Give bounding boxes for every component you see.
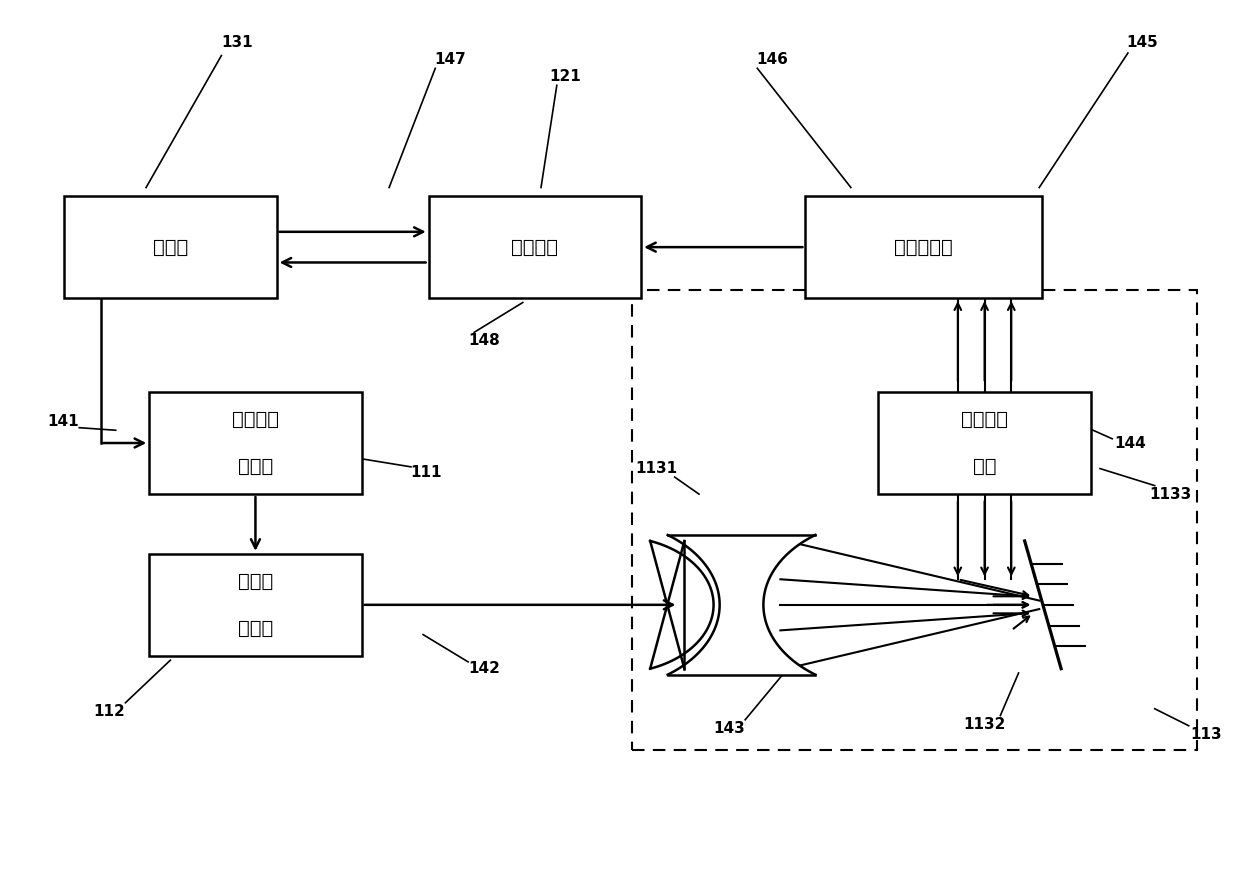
Bar [805,196,1043,298]
Bar [64,196,277,298]
Text: 连续波: 连续波 [238,572,273,590]
Bar [429,196,641,298]
Polygon shape [650,541,713,669]
Bar [149,554,362,656]
Text: 任意波形: 任意波形 [232,409,279,428]
Bar [878,392,1091,494]
Text: 透镜: 透镜 [973,457,996,476]
Text: 147: 147 [434,52,466,67]
Text: 计算机: 计算机 [153,237,188,256]
Text: 平面聚焦: 平面聚焦 [961,409,1008,428]
Text: 144: 144 [1115,435,1146,450]
Text: 1133: 1133 [1149,487,1192,501]
Text: 121: 121 [549,70,582,84]
Text: 141: 141 [47,415,79,429]
Text: 143: 143 [713,720,745,736]
Text: 1132: 1132 [963,717,1006,732]
Text: 红外相机: 红外相机 [511,237,558,256]
Text: 146: 146 [756,52,787,67]
Bar [149,392,362,494]
Polygon shape [667,535,816,674]
Text: 111: 111 [409,465,441,481]
Text: 激光器: 激光器 [238,620,273,638]
Text: 131: 131 [222,36,253,50]
Text: 1131: 1131 [635,461,677,476]
Text: 113: 113 [1190,726,1221,742]
Text: 半导体芯片: 半导体芯片 [894,237,954,256]
Bar [632,289,1197,750]
Text: 142: 142 [467,661,500,676]
Text: 148: 148 [467,334,500,348]
Text: 发射器: 发射器 [238,457,273,476]
Text: 145: 145 [1127,36,1158,50]
Text: 112: 112 [94,704,125,719]
